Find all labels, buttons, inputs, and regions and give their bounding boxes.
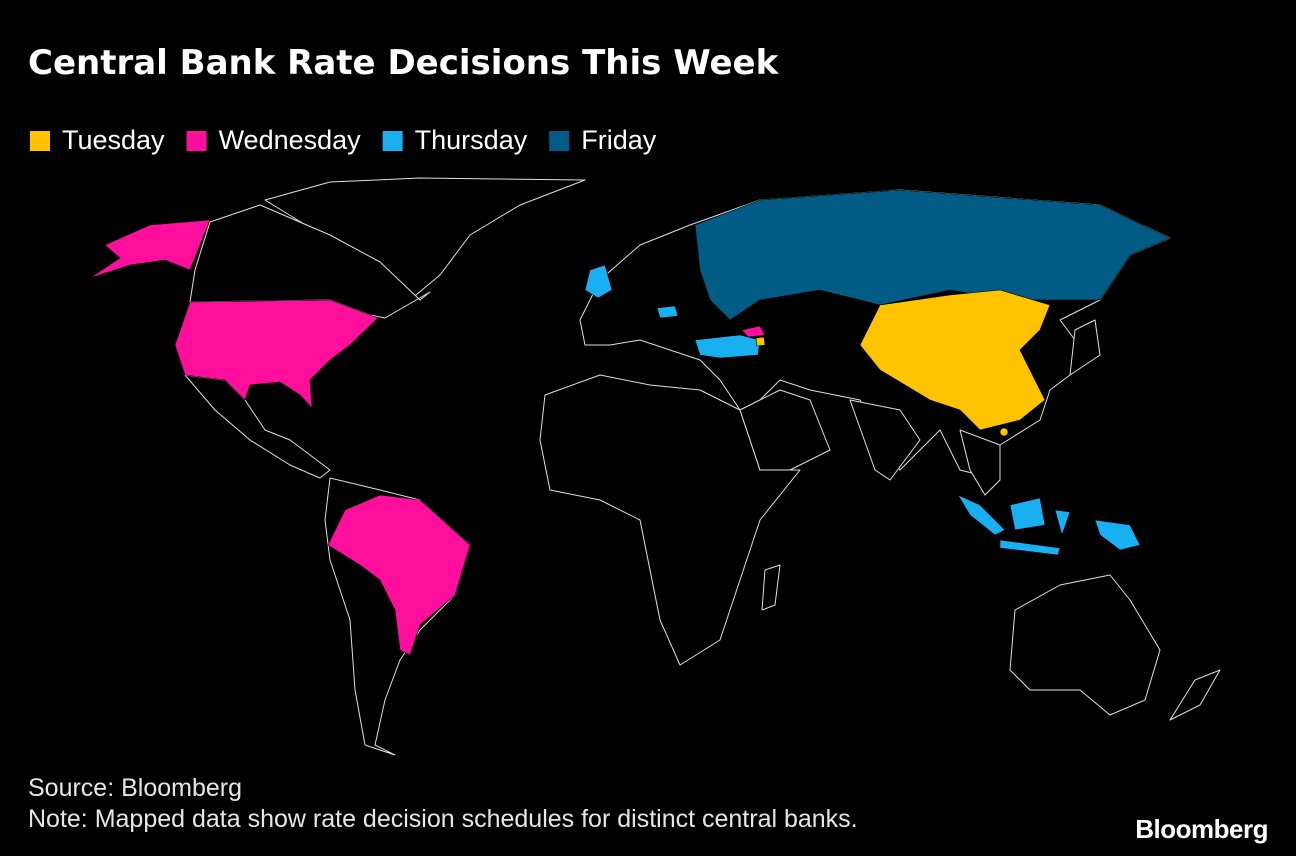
land [1169,669,1221,721]
country [741,325,766,338]
country [1094,519,1141,551]
country [859,289,1051,431]
land [761,564,781,611]
legend-swatch [549,131,570,151]
legend-label: Wednesday [219,125,362,155]
country [1054,509,1071,536]
country [656,305,679,319]
brand-logo: Bloomberg [1135,814,1268,844]
legend-label: Thursday [415,125,528,155]
legend: Tuesday Wednesday Thursday Friday [30,125,657,155]
land [189,204,431,319]
country [174,299,379,409]
title: Central Bank Rate Decisions This Week [28,43,780,83]
land [739,389,831,471]
country [957,494,1006,536]
land [849,399,921,481]
world-map [89,177,1221,756]
country [327,494,471,656]
country [694,334,761,359]
country [584,264,613,299]
legend-swatch [186,131,207,151]
note: Note: Mapped data show rate decision sch… [28,805,858,833]
country [755,336,766,347]
legend-swatch [30,131,50,151]
land [959,429,1001,496]
legend-label: Friday [581,125,657,155]
country [999,427,1009,437]
legend-swatch [382,131,403,151]
land [539,374,801,666]
country [1009,497,1046,531]
source: Source: Bloomberg [28,774,242,802]
country [999,539,1061,556]
land [1069,319,1101,376]
country [89,219,211,279]
land [1009,574,1161,716]
legend-label: Tuesday [62,125,165,155]
